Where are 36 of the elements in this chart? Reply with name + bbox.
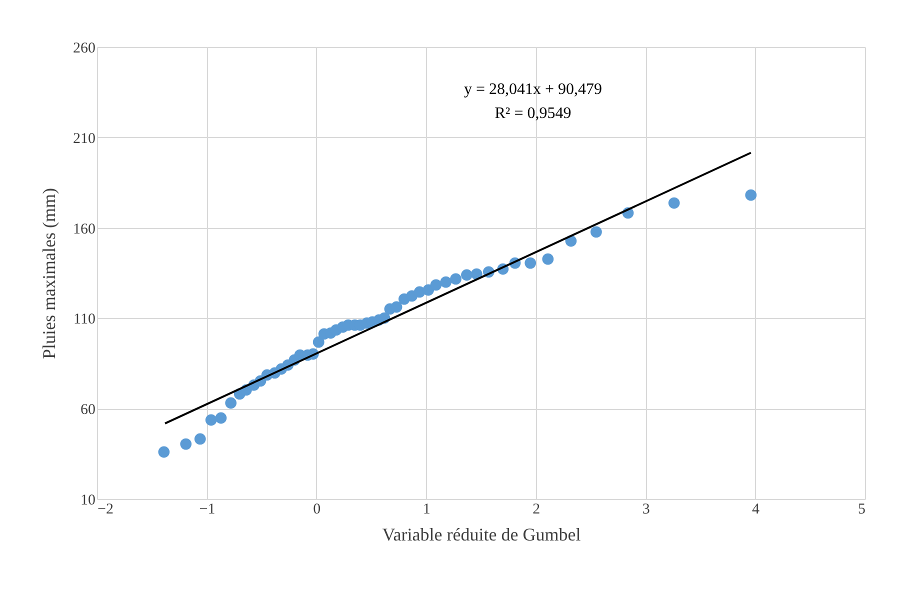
point [461,269,472,281]
point [590,226,602,238]
point [225,397,237,409]
y-axis-title: Pluies maximales (mm) [39,188,59,359]
x-tick-label: −2 [98,502,114,518]
point [390,301,402,313]
y-tick-label: 10 [80,492,96,508]
point [542,253,554,265]
point [430,279,442,291]
point [440,276,452,288]
point [422,284,434,296]
point [194,433,206,445]
x-tick-label: 0 [313,502,321,518]
y-tick-label: 260 [73,40,96,56]
point [180,438,192,450]
x-axis-title: Variable réduite de Gumbel [382,524,581,544]
y-tick-label: 160 [73,221,96,238]
point [215,412,227,424]
y-tick-label: 210 [73,130,96,147]
x-tick-label: 2 [532,502,540,518]
x-tick-label: −1 [199,502,216,518]
point [205,414,217,426]
annotation: y = 28,041x + 90,479 [464,81,602,98]
x-tick-label: 1 [422,502,430,518]
x-tick-label: 5 [858,502,866,518]
x-tick-label: 3 [642,502,650,518]
point [312,336,324,348]
annotation: R² = 0,9549 [494,105,572,122]
x-tick-label: 4 [752,502,760,518]
point [524,257,536,269]
point [158,446,170,458]
y-tick-label: 60 [80,402,96,418]
y-tick-label: 110 [74,312,96,328]
point [668,197,680,209]
point [450,273,462,285]
point [745,189,757,201]
